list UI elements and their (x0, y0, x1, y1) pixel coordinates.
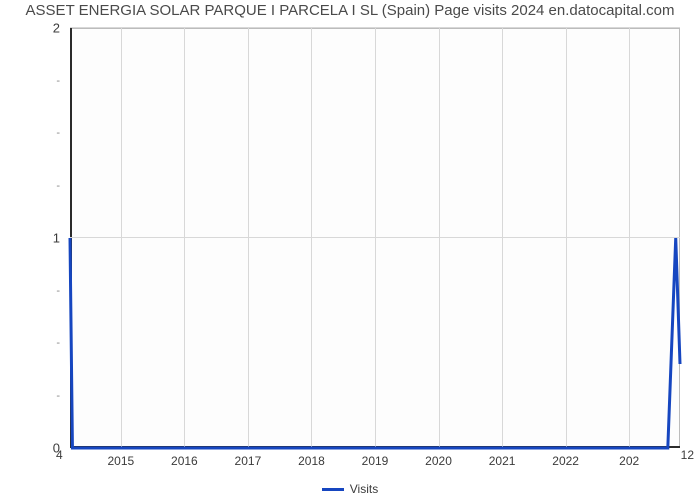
y-tick-minor: - (30, 75, 60, 87)
legend-text: Visits (350, 482, 378, 496)
legend: Visits (0, 481, 700, 496)
y-tick-label: 1 (30, 231, 60, 246)
y-tick-minor: - (30, 180, 60, 192)
y-tick-label: 2 (30, 21, 60, 36)
corner-bottom-left: 4 (56, 448, 63, 462)
y-tick-minor: - (30, 285, 60, 297)
visits-line (70, 28, 680, 448)
y-tick-minor: - (30, 390, 60, 402)
x-tick-label: 202 (619, 454, 639, 468)
x-tick-label: 2021 (489, 454, 516, 468)
x-tick-label: 2016 (171, 454, 198, 468)
chart-title: ASSET ENERGIA SOLAR PARQUE I PARCELA I S… (0, 2, 700, 19)
x-tick-label: 2020 (425, 454, 452, 468)
x-tick-label: 2019 (362, 454, 389, 468)
x-tick-label: 2018 (298, 454, 325, 468)
plot-area (70, 28, 680, 448)
visits-polyline (70, 238, 680, 448)
y-tick-minor: - (30, 337, 60, 349)
legend-swatch (322, 488, 344, 491)
y-tick-minor: - (30, 127, 60, 139)
x-tick-label: 2015 (107, 454, 134, 468)
corner-bottom-right: 12 (681, 448, 694, 462)
x-tick-label: 2017 (235, 454, 262, 468)
x-tick-label: 2022 (552, 454, 579, 468)
